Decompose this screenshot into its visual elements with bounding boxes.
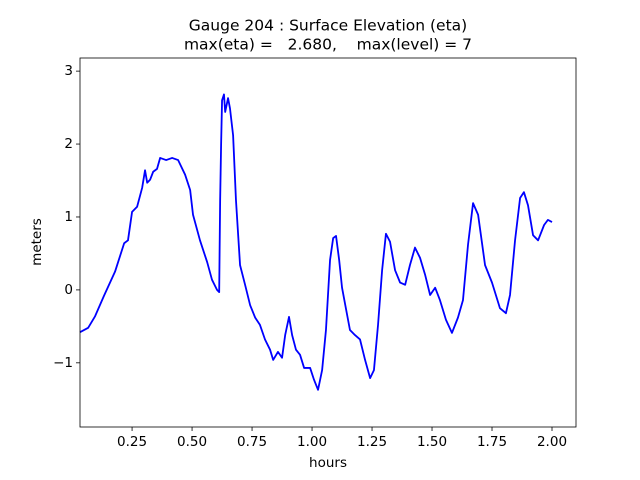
x-axis-label: hours [309,455,347,471]
y-tick-label: 2 [64,136,73,152]
y-tick-label: 0 [64,282,73,298]
chart-subtitle: max(eta) = 2.680, max(level) = 7 [184,36,472,54]
x-tick-label: 1.25 [357,434,387,450]
y-tick-label: 3 [64,63,73,79]
x-tick-label: 1.75 [477,434,507,450]
x-tick-label: 0.50 [177,434,207,450]
x-tick-label: 1.50 [417,434,447,450]
y-tick-label: −1 [53,355,73,371]
y-tick-label: 1 [64,209,73,225]
x-tick-label: 0.75 [237,434,267,450]
line-series [79,93,553,391]
chart-title: Gauge 204 : Surface Elevation (eta) [189,17,467,35]
x-tick-label: 1.00 [297,434,327,450]
x-tick-label: 2.00 [537,434,567,450]
plot-frame [79,57,577,428]
x-tick-label: 0.25 [117,434,147,450]
y-axis-label: meters [29,218,45,266]
